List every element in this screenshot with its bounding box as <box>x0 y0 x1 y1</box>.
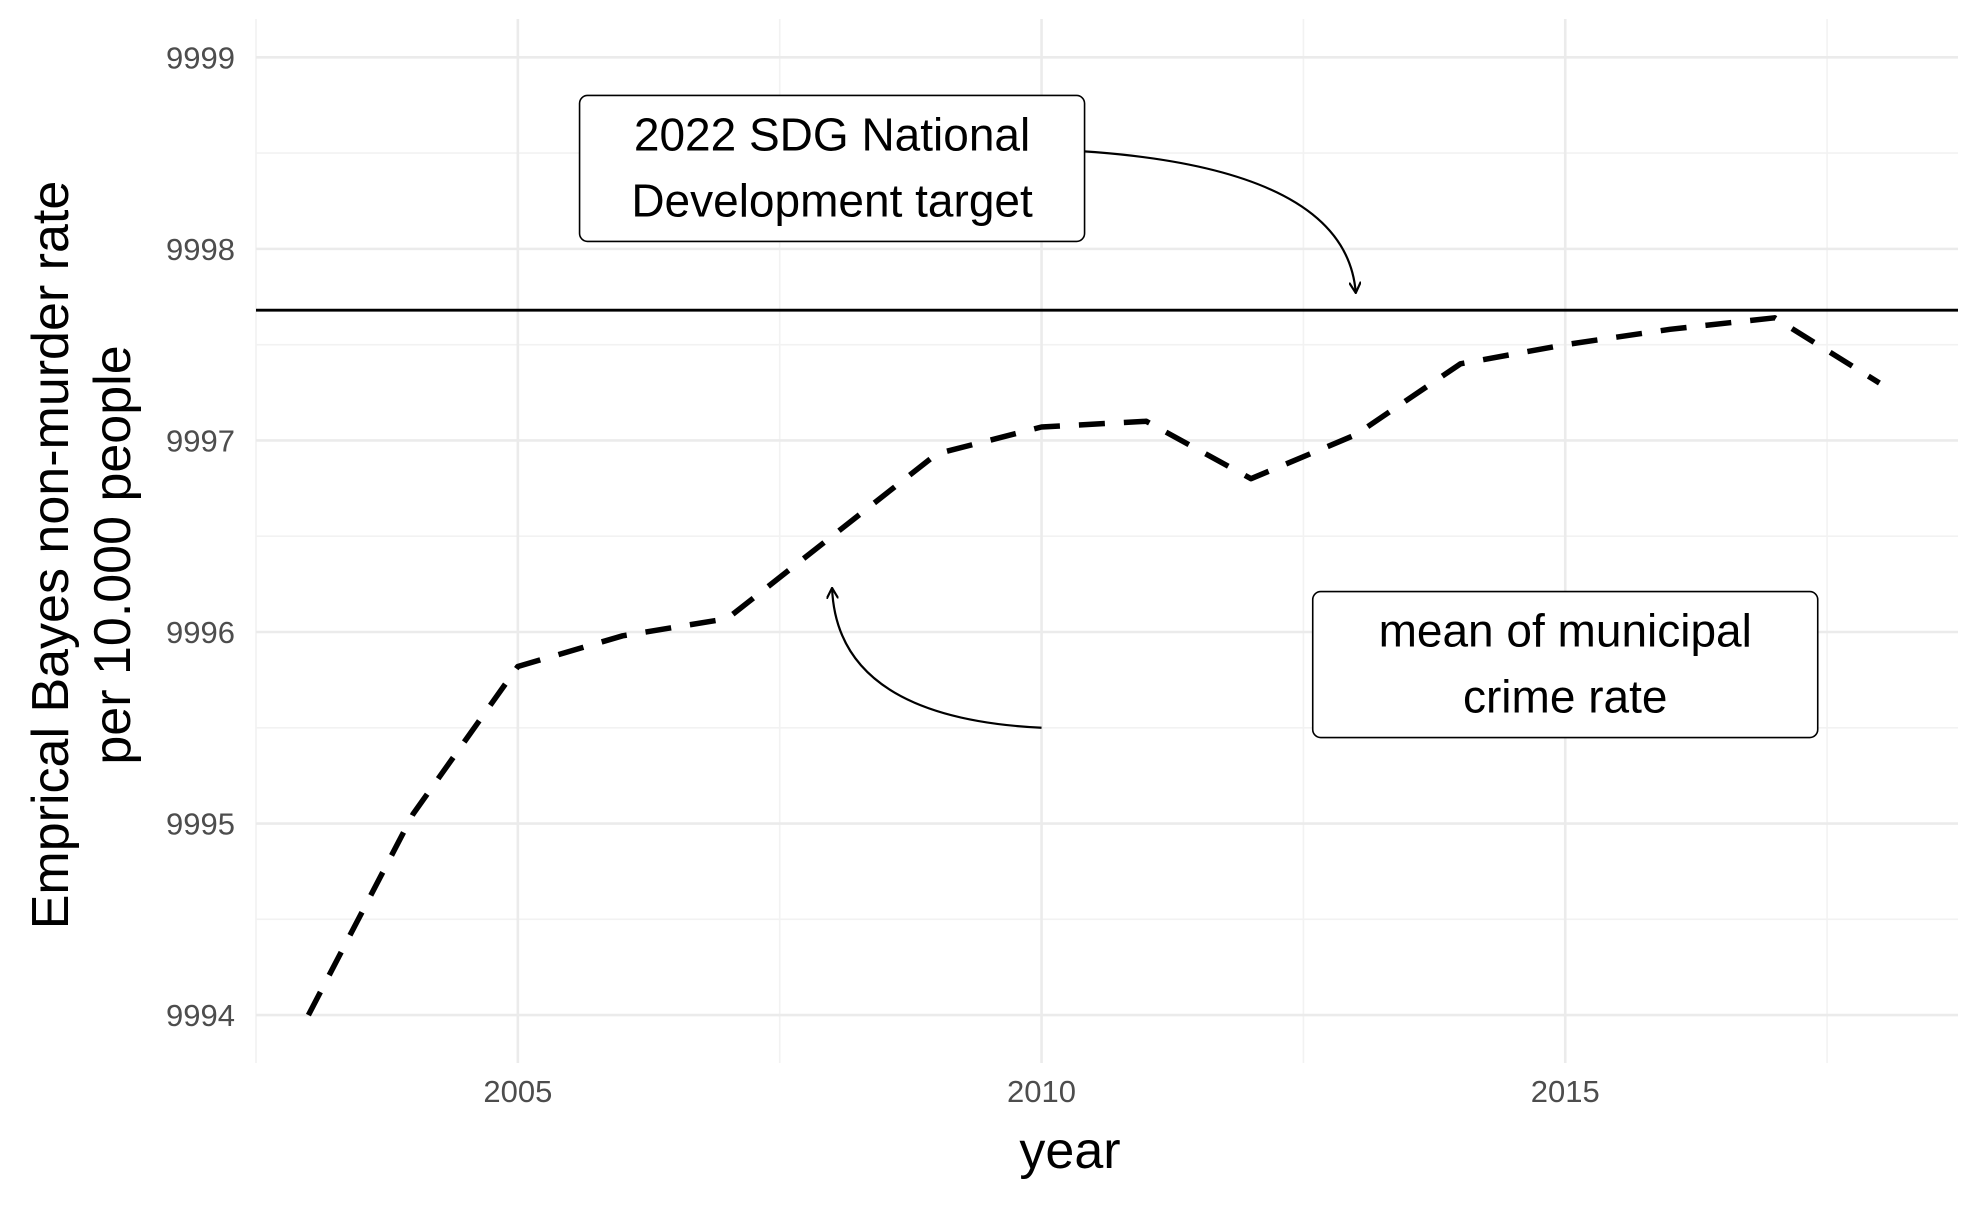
x-tick-label: 2010 <box>1007 1074 1076 1109</box>
y-tick-label: 9998 <box>166 232 235 267</box>
x-axis-title: year <box>1019 1122 1120 1180</box>
annotation-2: mean of municipal crime rate <box>832 588 1818 738</box>
annotation-arrow <box>832 588 1041 728</box>
annotation-text: crime rate <box>1463 671 1667 723</box>
annotations: 2022 SDG National Development target mean … <box>580 95 1818 737</box>
x-tick-label: 2005 <box>483 1074 552 1109</box>
annotation-text: 2022 SDG National <box>634 108 1030 160</box>
y-tick-label: 9995 <box>166 807 235 842</box>
y-tick-label: 9996 <box>166 615 235 650</box>
y-tick-label: 9997 <box>166 423 235 458</box>
annotation-text: mean of municipal <box>1379 605 1752 657</box>
y-axis-title: Emprical Bayes non-murder rate per 10.00… <box>22 181 142 930</box>
annotation-text: Development target <box>631 174 1033 226</box>
annotation-arrow <box>1042 149 1356 293</box>
grid-lines <box>256 19 1958 1063</box>
y-tick-label: 9999 <box>166 40 235 75</box>
x-tick-label: 2015 <box>1531 1074 1600 1109</box>
y-axis-title-line-1: Emprical Bayes non-murder rate <box>22 181 80 930</box>
annotation-1: 2022 SDG National Development target <box>580 95 1356 293</box>
y-axis-title-line-2: per 10.000 people <box>84 345 142 764</box>
y-tick-label: 9994 <box>166 998 235 1033</box>
